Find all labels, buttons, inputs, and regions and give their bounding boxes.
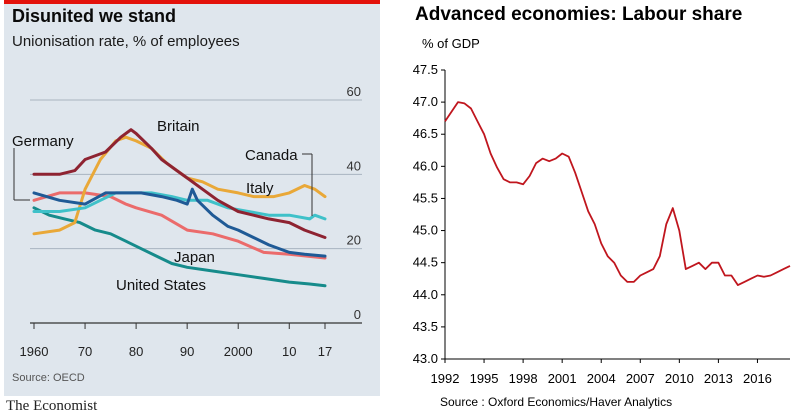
y-tick-40: 40 — [347, 158, 361, 173]
x-tick-90: 90 — [180, 344, 194, 359]
economist-chart-title: Disunited we stand — [12, 6, 177, 26]
series-line-britain — [32, 128, 327, 239]
economist-chart-background — [4, 0, 380, 396]
economist-chart-subtitle: Unionisation rate, % of employees — [12, 33, 240, 50]
labour-share-ylabel: % of GDP — [422, 36, 480, 51]
economist-brand: The Economist — [6, 398, 98, 414]
y-tick-43-0: 43.0 — [413, 351, 438, 366]
x-tick-80: 80 — [129, 344, 143, 359]
series-label-germany: Germany — [12, 133, 74, 150]
y-tick-47-5: 47.5 — [413, 62, 438, 77]
x-tick-2004: 2004 — [587, 371, 616, 386]
x-tick-70: 70 — [78, 344, 92, 359]
x-tick-1998: 1998 — [509, 371, 538, 386]
x-tick-2010: 2010 — [665, 371, 694, 386]
x-tick-2007: 2007 — [626, 371, 655, 386]
x-tick-2001: 2001 — [548, 371, 577, 386]
labour-share-title: Advanced economies: Labour share — [415, 4, 743, 25]
x-tick-2013: 2013 — [704, 371, 733, 386]
unionisation-chart: 0 20 40 60 1960 70 80 90 2000 10 17 Britain Italy Can… — [12, 84, 362, 359]
labour-share-source: Source : Oxford Economics/Haver Analytic… — [440, 395, 673, 409]
x-tick-1995: 1995 — [470, 371, 499, 386]
y-tick-44-0: 44.0 — [413, 287, 438, 302]
x-tick-10: 10 — [282, 344, 296, 359]
x-tick-1960: 1960 — [20, 344, 49, 359]
y-tick-46-5: 46.5 — [413, 126, 438, 141]
economist-red-bar — [4, 0, 380, 4]
y-tick-43-5: 43.5 — [413, 319, 438, 334]
x-tick-2000: 2000 — [224, 344, 253, 359]
series-label-britain: Britain — [157, 118, 200, 135]
y-tick-45-5: 45.5 — [413, 190, 438, 205]
y-tick-45-0: 45.0 — [413, 223, 438, 238]
series-label-italy: Italy — [246, 180, 274, 197]
series-label-united-states: United States — [116, 277, 206, 294]
y-tick-20: 20 — [347, 233, 361, 248]
x-tick-2016: 2016 — [743, 371, 772, 386]
series-line-germany — [32, 187, 327, 258]
economist-chart-panel: Disunited we stand Unionisation rate, % … — [0, 0, 382, 418]
x-tick-1992: 1992 — [431, 371, 460, 386]
series-label-japan: Japan — [174, 249, 215, 266]
y-tick-60: 60 — [347, 84, 361, 99]
series-line-labour-share — [444, 101, 791, 286]
y-tick-0: 0 — [354, 307, 361, 322]
y-tick-47-0: 47.0 — [413, 94, 438, 109]
y-tick-46-0: 46.0 — [413, 158, 438, 173]
x-tick-17: 17 — [318, 344, 332, 359]
series-label-canada: Canada — [245, 147, 298, 164]
y-tick-44-5: 44.5 — [413, 255, 438, 270]
economist-chart-source: Source: OECD — [12, 372, 85, 384]
